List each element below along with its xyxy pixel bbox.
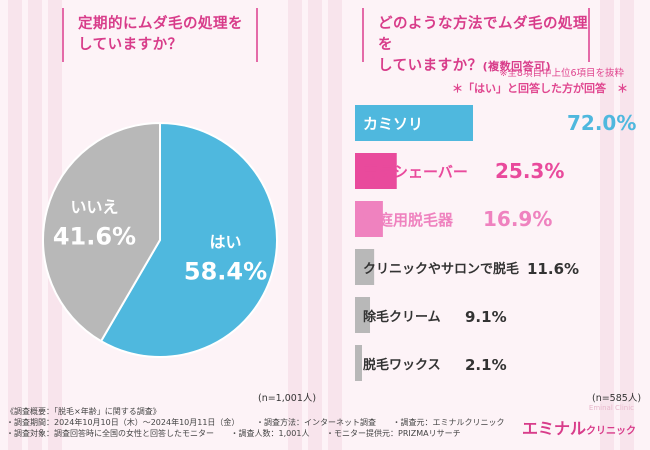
bar-0 (355, 105, 473, 141)
bar-value-2: 16.9% (483, 207, 552, 231)
pie-value-1: 41.6% (53, 222, 136, 250)
bar-value-3: 11.6% (527, 260, 579, 278)
bar-label-0: カミソリ (363, 115, 423, 133)
note-respondents: ＊「はい」と回答した方が回答 ＊ (452, 82, 628, 95)
footer-count: ・調査人数：1,001人 (230, 429, 310, 438)
footer-line1: 《調査概要：「脱毛×年齢」に関する調査》 (6, 407, 161, 416)
left-question-line2: していますか？ (78, 37, 183, 53)
bar-label-1: 電気シェーバー (363, 163, 468, 181)
footer-method: ・調査方法：インターネット調査 (255, 418, 376, 427)
pie-slice-1 (42, 121, 161, 343)
footer-provider: ・モニター提供元：PRIZMAリサーチ (326, 429, 461, 438)
right-question-line1: どのような方法でムダ毛の処理を (378, 16, 588, 53)
bar-3 (355, 249, 375, 285)
pie-chart: はい 58.4% いいえ 41.6% (42, 121, 278, 358)
note-top6: ※全8項目中上位6項目を抜粋 (499, 68, 624, 79)
left-question-line1: 定期的にムダ毛の処理を (78, 16, 243, 32)
bar-value-1: 25.3% (495, 159, 564, 183)
left-question-box: 定期的にムダ毛の処理を していますか？ (62, 8, 258, 62)
bar-label-4: 除毛クリーム (363, 309, 441, 325)
footer-source: ・調査元：エミナルクリニック (392, 418, 505, 427)
brand-logo: Eminal Clinic エミナルクリニック (521, 404, 636, 439)
right-n-label: (n=585人) (592, 393, 642, 404)
right-question: どのような方法でムダ毛の処理を していますか？(複数回答可) (378, 14, 588, 77)
bar-label-3: クリニックやサロンで脱毛 (363, 261, 519, 277)
pie-slice-0 (99, 121, 278, 358)
footer-period: ・調査期間：2024年10月10日（木）～2024年10月11日（金） (6, 418, 240, 427)
brand-name: エミナル (521, 419, 586, 438)
pie-label-0: はい (210, 233, 242, 252)
survey-footer: 《調査概要：「脱毛×年齢」に関する調査》 ・調査期間：2024年10月10日（木… (6, 406, 519, 439)
footer-target: ・調査対象：調査回答時に全国の女性と回答したモニター (6, 429, 214, 438)
bar-2 (355, 201, 383, 237)
bar-value-4: 9.1% (465, 308, 507, 326)
bar-chart: カミソリ 72.0% 電気シェーバー 25.3% 家庭用脱毛器 16.9% クリニックやサロ… (355, 105, 636, 381)
bar-label-5: 脱毛ワックス (363, 357, 441, 373)
left-n-label: (n=1,001人) (258, 393, 317, 404)
right-question-suffix: (複数回答可) (482, 60, 552, 73)
bar-4 (355, 297, 371, 333)
bar-label-2: 家庭用脱毛器 (363, 211, 454, 229)
brand-ghost: Eminal Clinic (588, 404, 634, 412)
right-question-box: どのような方法でムダ毛の処理を していますか？(複数回答可) (362, 8, 590, 74)
right-question-line2: していますか？ (378, 58, 483, 74)
bar-1 (355, 153, 397, 189)
bar-value-0: 72.0% (567, 111, 636, 135)
pie-label-1: いいえ (70, 197, 118, 216)
bar-5 (355, 345, 362, 381)
pie-value-0: 58.4% (184, 258, 267, 286)
left-question: 定期的にムダ毛の処理を していますか？ (78, 14, 243, 56)
brand-suffix: クリニック (586, 426, 636, 437)
bar-value-5: 2.1% (465, 356, 507, 374)
